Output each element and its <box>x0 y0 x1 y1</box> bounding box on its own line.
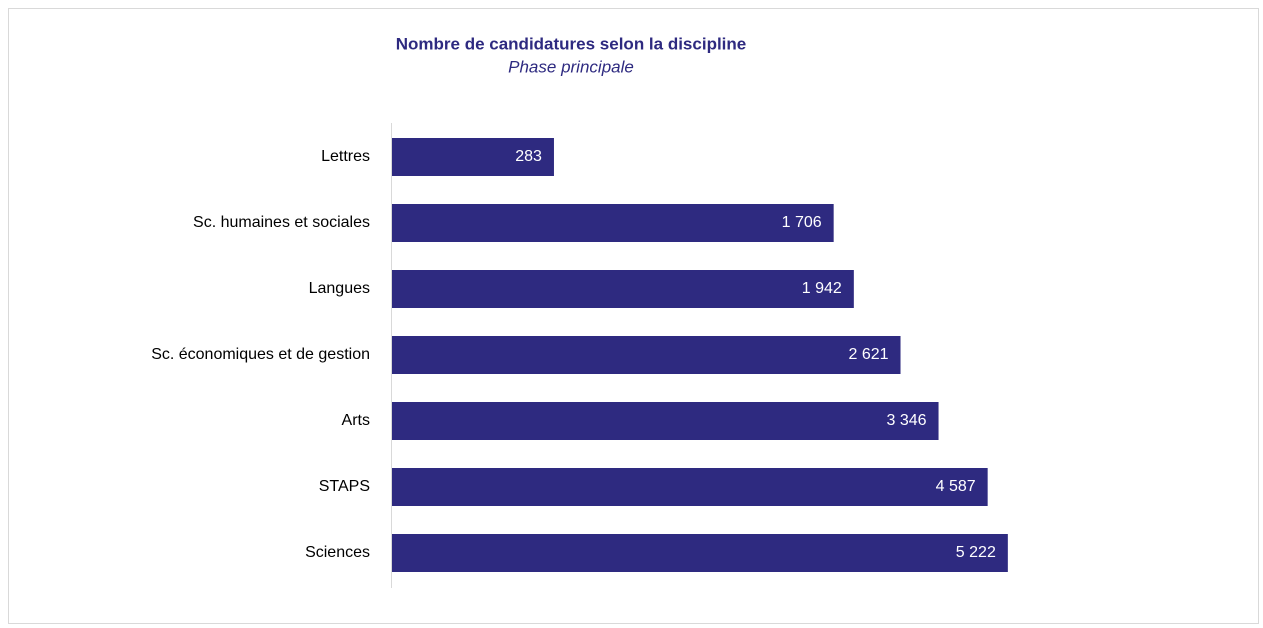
bar <box>392 402 939 440</box>
data-label: 1 706 <box>782 214 822 231</box>
bar <box>392 138 554 176</box>
y-tick-label: Sc. économiques et de gestion <box>151 346 370 363</box>
chart-border <box>8 8 1259 624</box>
bar <box>392 204 834 242</box>
bar <box>392 534 1008 572</box>
data-label: 283 <box>515 148 542 165</box>
data-label: 1 942 <box>802 280 842 297</box>
chart-title: Nombre de candidatures selon la discipli… <box>396 34 746 53</box>
y-tick-label: Arts <box>342 412 370 429</box>
data-label: 5 222 <box>956 544 996 561</box>
y-tick-label: Lettres <box>321 148 370 165</box>
y-tick-label: Sc. humaines et sociales <box>193 214 370 231</box>
y-tick-label: Langues <box>309 280 370 297</box>
y-tick-label: Sciences <box>305 544 370 561</box>
bar <box>392 468 988 506</box>
bar <box>392 270 854 308</box>
bar <box>392 336 901 374</box>
data-label: 2 621 <box>848 346 888 363</box>
data-label: 3 346 <box>886 412 926 429</box>
y-tick-label: STAPS <box>319 478 370 495</box>
data-label: 4 587 <box>936 478 976 495</box>
chart-subtitle: Phase principale <box>508 57 634 76</box>
